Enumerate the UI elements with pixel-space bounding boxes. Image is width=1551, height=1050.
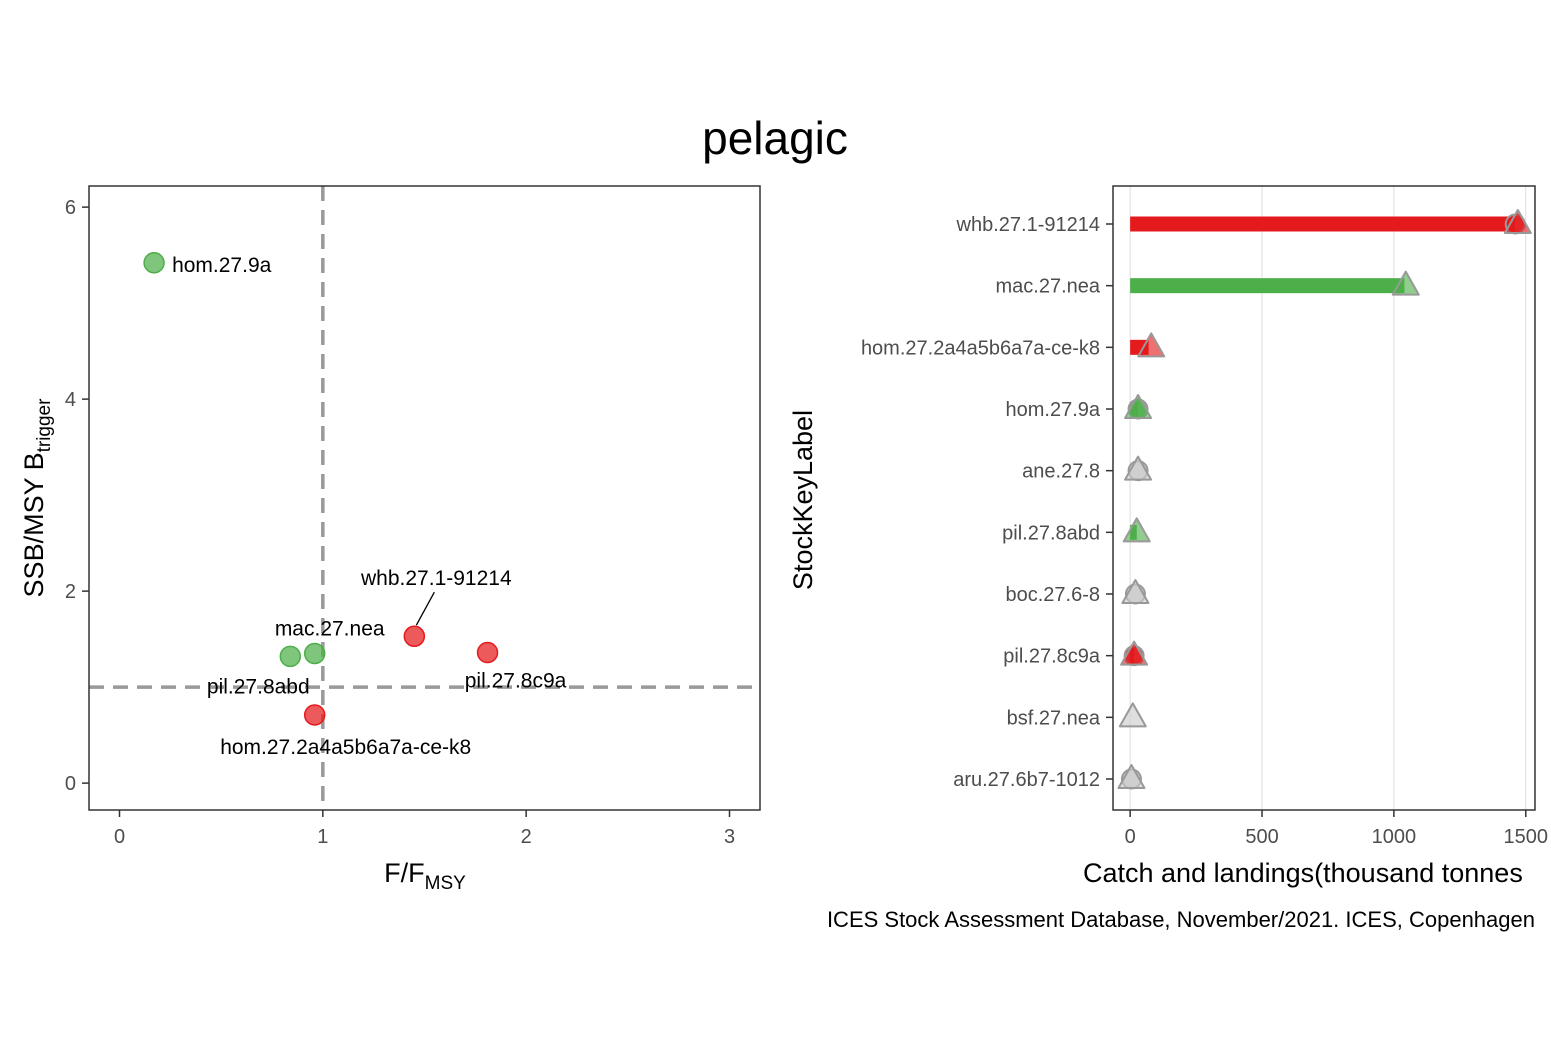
bar-category-label-hom-27-2a4a5b6a7a-ce-k8: hom.27.2a4a5b6a7a-ce-k8 bbox=[861, 337, 1100, 359]
kobe-scatter-panel: 0 1 2 3 0 2 4 6 hom.27.9a whb.27.1-91214 mac.27.n… bbox=[19, 185, 761, 894]
triangle-marker-pil-27-8abd bbox=[1122, 517, 1151, 543]
bar-category-label-mac-27-nea: mac.27.nea bbox=[995, 276, 1100, 298]
scatter-point-pil-27-8c9a bbox=[476, 641, 499, 664]
bar-category-label-whb-27-1-91214: whb.27.1-91214 bbox=[956, 214, 1100, 236]
bar-category-label-pil-27-8abd: pil.27.8abd bbox=[1002, 522, 1100, 544]
scatter-y-axis-title-sub: trigger bbox=[34, 398, 55, 453]
bar-category-label-ane-27-8: ane.27.8 bbox=[1022, 461, 1100, 483]
scatter-label-leader-whb-27-1-91214 bbox=[415, 591, 435, 626]
figure-title: pelagic bbox=[702, 112, 848, 164]
triangle-marker-boc-27-6-8 bbox=[1121, 579, 1150, 604]
scatter-plot-area bbox=[89, 186, 760, 810]
triangle-marker-hom-27-2a4a5b6a7a-ce-k8 bbox=[1137, 332, 1166, 358]
bar-marks bbox=[1130, 216, 1516, 664]
scatter-point-hom-27-2a4a5b6a7a-ce-k8 bbox=[303, 704, 326, 726]
bar-ticks: 0 500 1000 1500 whb.27.1-91214 mac.27.nea hom.… bbox=[861, 214, 1548, 848]
scatter-y-tick-label: 0 bbox=[65, 773, 76, 795]
scatter-label-whb-27-1-91214: whb.27.1-91214 bbox=[360, 567, 512, 590]
bar-category-label-bsf-27-nea: bsf.27.nea bbox=[1007, 707, 1101, 729]
bar-x-axis-title: Catch and landings(thousand tonnes bbox=[1083, 858, 1523, 888]
triangle-marker-ane-27-8 bbox=[1124, 455, 1153, 481]
triangle-marker-aru-27-6b7-1012 bbox=[1117, 764, 1146, 789]
triangle-marker-whb-27-1-91214 bbox=[1503, 209, 1532, 234]
scatter-y-axis-title-main: SSB/MSY B bbox=[19, 452, 49, 597]
bar-x-tick-label: 1500 bbox=[1504, 826, 1549, 848]
bar-x-tick-label: 500 bbox=[1245, 826, 1278, 848]
scatter-y-tick-label: 6 bbox=[65, 197, 76, 219]
bar-category-label-hom-27-9a: hom.27.9a bbox=[1005, 399, 1100, 421]
scatter-x-tick-label: 1 bbox=[317, 826, 328, 848]
scatter-x-tick-label: 0 bbox=[114, 826, 125, 848]
scatter-y-axis-title: SSB/MSY Btrigger bbox=[19, 398, 55, 598]
bar-x-tick-label: 1000 bbox=[1372, 826, 1417, 848]
scatter-label-mac-27-nea: mac.27.nea bbox=[275, 618, 385, 641]
scatter-x-axis-title-main: F/F bbox=[384, 858, 425, 888]
triangle-marker-bsf-27-nea bbox=[1118, 702, 1147, 728]
scatter-point-mac-27-nea bbox=[303, 642, 326, 665]
scatter-x-tick-label: 2 bbox=[521, 826, 532, 848]
bar-whb-27-1-91214 bbox=[1130, 216, 1516, 232]
scatter-label-hom-27-2a4a5b6a7a-ce-k8: hom.27.2a4a5b6a7a-ce-k8 bbox=[220, 736, 471, 759]
bar-category-label-boc-27-6-8: boc.27.6-8 bbox=[1005, 584, 1100, 606]
catch-bar-panel: 0 500 1000 1500 whb.27.1-91214 mac.27.nea hom.… bbox=[788, 185, 1548, 888]
scatter-y-tick-label: 2 bbox=[65, 581, 76, 603]
source-caption: ICES Stock Assessment Database, November… bbox=[827, 907, 1535, 932]
scatter-point-hom-27-9a bbox=[143, 252, 165, 274]
scatter-x-axis-title: F/FMSY bbox=[384, 858, 466, 894]
scatter-point-whb-27-1-91214 bbox=[403, 625, 426, 647]
bar-point-markers bbox=[1117, 209, 1532, 790]
triangle-marker-pil-27-8c9a bbox=[1120, 640, 1149, 666]
scatter-label-hom-27-9a: hom.27.9a bbox=[172, 254, 272, 277]
scatter-points bbox=[143, 252, 499, 726]
scatter-point-pil-27-8abd bbox=[279, 645, 302, 668]
bar-x-tick-label: 0 bbox=[1125, 826, 1136, 848]
bar-category-label-aru-27-6b7-1012: aru.27.6b7-1012 bbox=[953, 769, 1100, 791]
scatter-reference-lines bbox=[89, 186, 760, 810]
scatter-y-tick-label: 4 bbox=[65, 389, 76, 411]
triangle-marker-hom-27-9a bbox=[1124, 394, 1153, 419]
scatter-x-tick-label: 3 bbox=[724, 826, 735, 848]
bar-y-axis-title: StockKeyLabel bbox=[788, 410, 818, 590]
bar-category-label-pil-27-8c9a: pil.27.8c9a bbox=[1003, 646, 1101, 668]
bar-panel-border bbox=[1112, 185, 1536, 811]
scatter-ticks: 0 1 2 3 0 2 4 6 bbox=[65, 197, 735, 848]
scatter-label-pil-27-8abd: pil.27.8abd bbox=[207, 675, 310, 698]
scatter-x-axis-title-sub: MSY bbox=[425, 873, 467, 894]
scatter-panel-border bbox=[88, 185, 761, 811]
scatter-label-pil-27-8c9a: pil.27.8c9a bbox=[465, 670, 567, 693]
scatter-point-labels: hom.27.9a whb.27.1-91214 mac.27.nea pil.27.… bbox=[172, 254, 567, 759]
triangle-marker-mac-27-nea bbox=[1391, 270, 1420, 296]
bar-mac-27-nea bbox=[1130, 278, 1405, 294]
